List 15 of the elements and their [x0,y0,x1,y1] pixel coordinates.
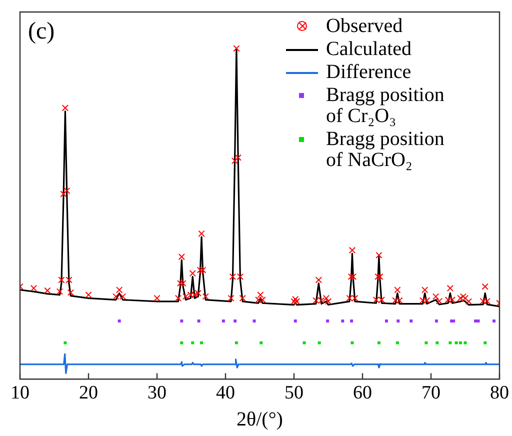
x-tick-label: 50 [284,382,304,404]
legend-label: Bragg position of Cr₂O₃ [326,84,446,127]
legend-label: Difference [326,61,412,83]
legend-label: Calculated [326,38,413,60]
text: (c) [28,18,55,44]
legend-label: Bragg position of NaCrO₂ [326,128,446,171]
x-tick-label: 70 [422,382,440,404]
x-axis-title: 2θ/(°) [236,408,283,430]
x-tick-label: 60 [353,382,372,404]
x-tick-label: 40 [216,382,235,404]
x-tick-label: 10 [10,382,30,404]
legend-label: Observed [326,15,404,37]
x-tick-label: 20 [79,382,98,404]
x-tick-label: 30 [148,382,166,404]
x-tick-label: 80 [490,382,509,404]
